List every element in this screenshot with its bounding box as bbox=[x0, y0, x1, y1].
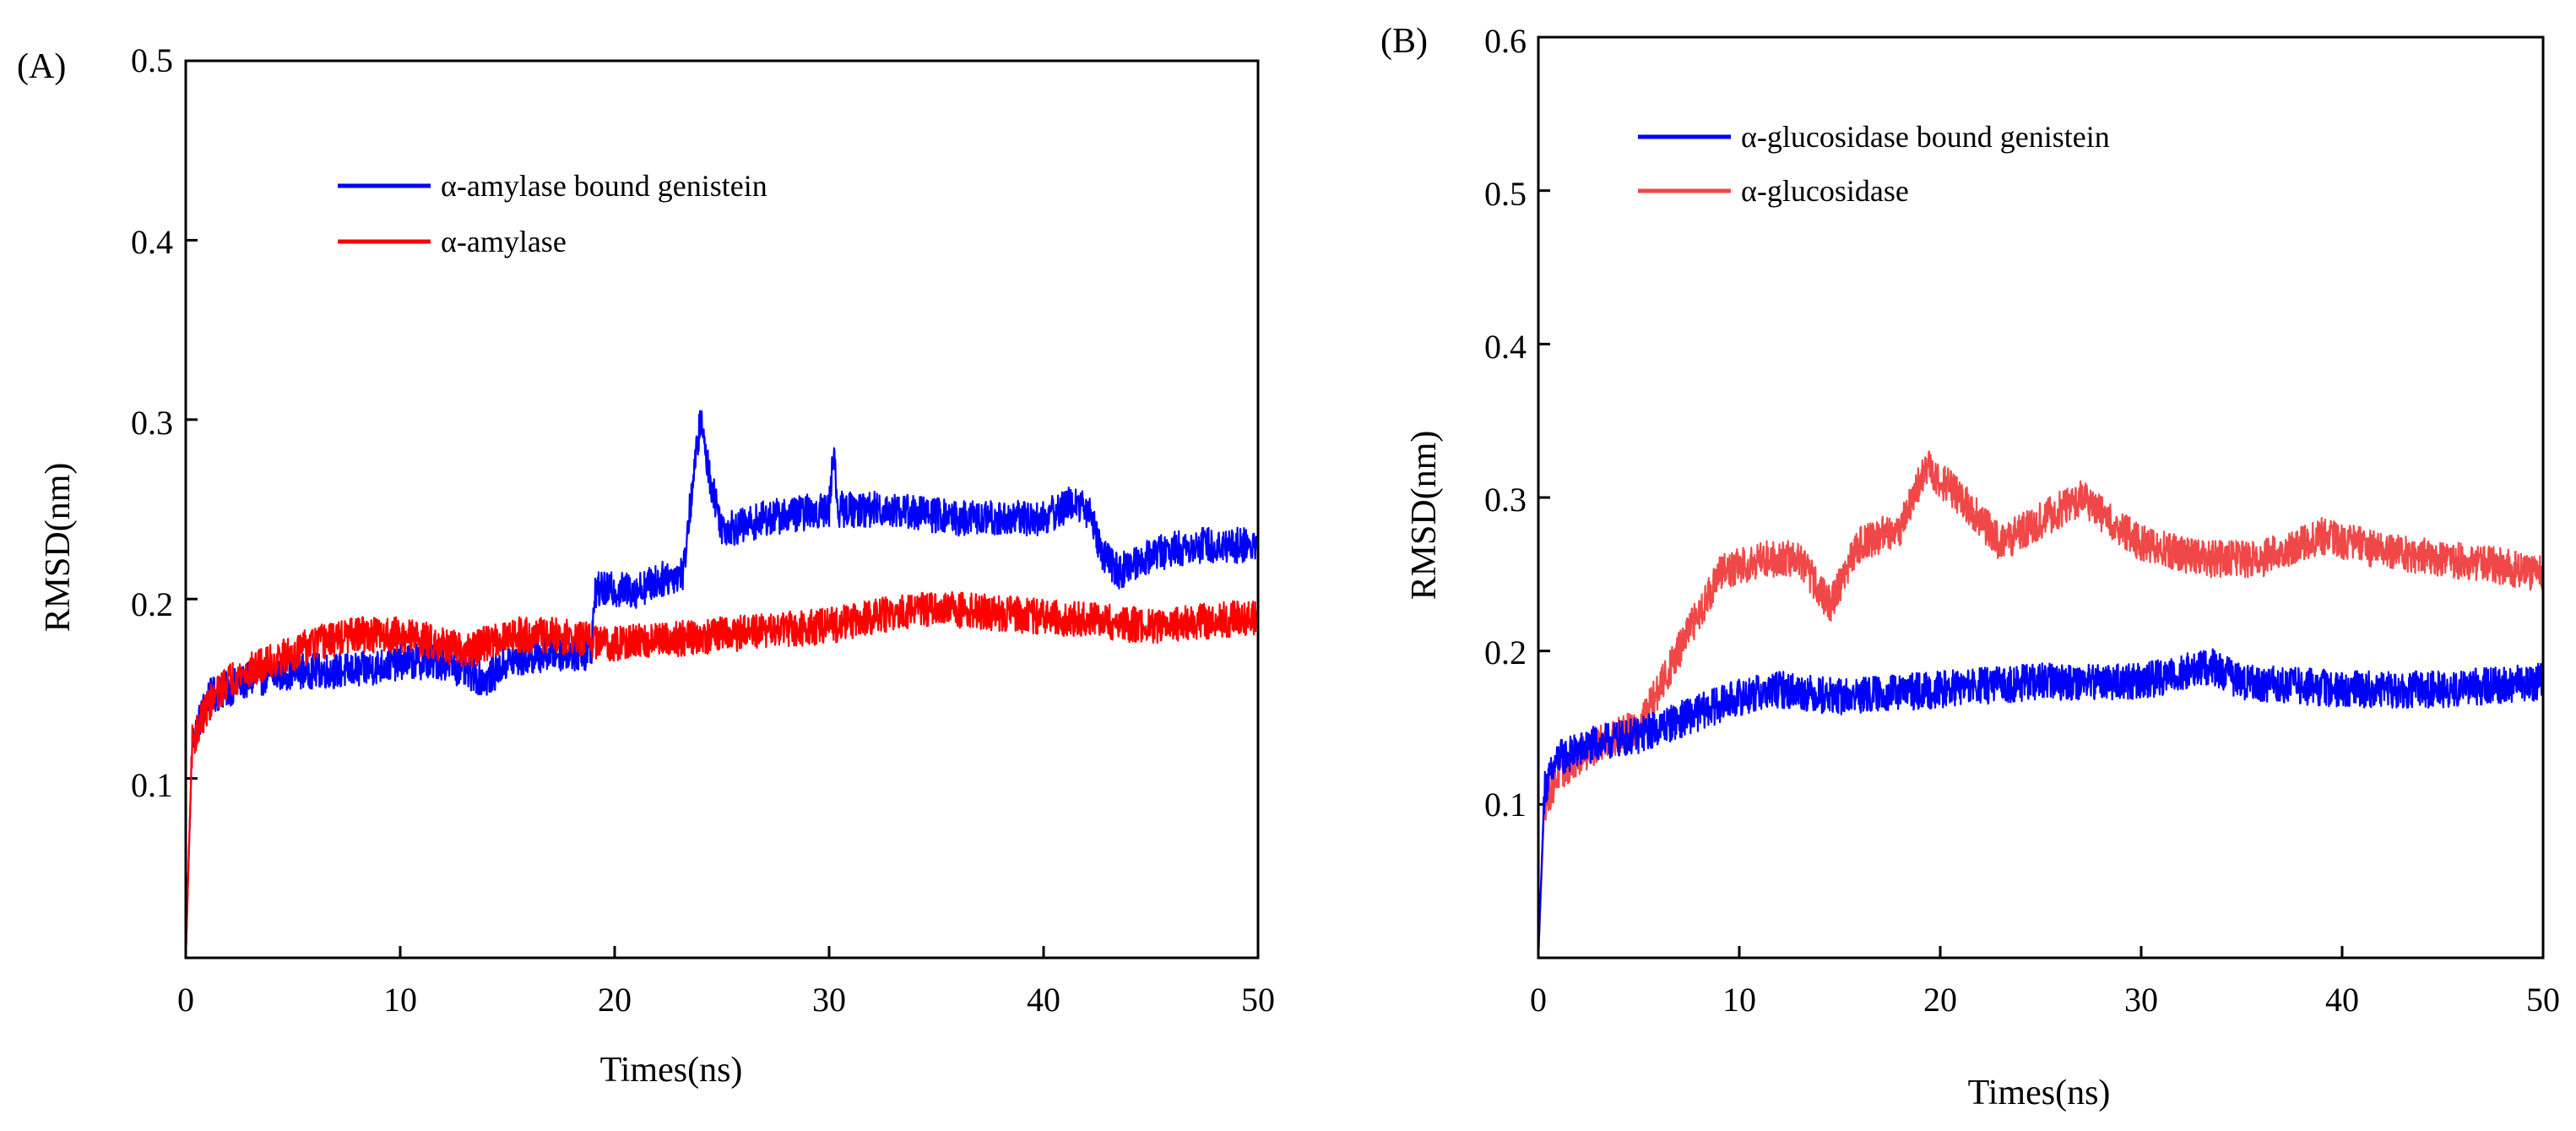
panel-b-series-line-bound-genistein bbox=[1537, 648, 2545, 959]
y-tick-label: 0.3 bbox=[1484, 481, 1527, 519]
panel-a-label: (A) bbox=[17, 47, 66, 86]
panel-a-series-line-apo-enzyme bbox=[184, 590, 1260, 959]
y-tick-label: 0.6 bbox=[1484, 22, 1527, 60]
x-tick-label: 0 bbox=[1530, 981, 1547, 1019]
panel-b-glucosidase: (B) RMSD(nm) Times(ns) 0 10 20 30 40 50 … bbox=[1380, 22, 2560, 1112]
x-tick-label: 10 bbox=[383, 981, 417, 1019]
legend-label-amylase: α-amylase bbox=[441, 225, 567, 258]
panel-b-label: (B) bbox=[1380, 22, 1428, 61]
y-tick-label: 0.2 bbox=[131, 585, 173, 623]
y-tick-label: 0.1 bbox=[131, 766, 173, 804]
panel-b-legend: α-glucosidase bound genistein α-glucosid… bbox=[1638, 120, 2110, 208]
x-tick-label: 50 bbox=[2526, 981, 2560, 1019]
y-tick-label: 0.5 bbox=[131, 41, 173, 79]
panel-b-x-axis-title: Times(ns) bbox=[1968, 1074, 2111, 1112]
legend-label-amylase-bound: α-amylase bound genistein bbox=[441, 169, 767, 203]
y-tick-label: 0.5 bbox=[1484, 175, 1527, 213]
x-tick-label: 20 bbox=[598, 981, 632, 1019]
y-tick-label: 0.1 bbox=[1484, 786, 1527, 824]
x-tick-label: 30 bbox=[2124, 981, 2158, 1019]
y-tick-label: 0.4 bbox=[131, 223, 173, 261]
y-tick-label: 0.3 bbox=[131, 404, 173, 442]
legend-label-glucosidase-bound: α-glucosidase bound genistein bbox=[1741, 120, 2110, 154]
y-tick-label: 0.4 bbox=[1484, 328, 1527, 366]
x-tick-label: 30 bbox=[812, 981, 846, 1019]
panel-a-y-axis-title: RMSD(nm) bbox=[39, 463, 78, 633]
x-tick-label: 0 bbox=[177, 981, 194, 1019]
panel-b-y-axis-title: RMSD(nm) bbox=[1405, 431, 1444, 601]
x-tick-label: 40 bbox=[2325, 981, 2359, 1019]
panel-a-legend: α-amylase bound genistein α-amylase bbox=[338, 169, 767, 258]
x-tick-label: 50 bbox=[1241, 981, 1275, 1019]
panel-a-frame bbox=[184, 59, 1260, 960]
panel-b-y-tick-labels: 0.1 0.2 0.3 0.4 0.5 0.6 bbox=[1484, 22, 1527, 824]
panel-a-series-line-bound-genistein bbox=[184, 410, 1260, 959]
panel-a-y-tick-labels: 0.1 0.2 0.3 0.4 0.5 bbox=[131, 41, 173, 804]
panel-a-x-tick-labels: 0 10 20 30 40 50 bbox=[177, 981, 1275, 1019]
y-tick-label: 0.2 bbox=[1484, 633, 1527, 672]
legend-label-glucosidase: α-glucosidase bbox=[1741, 174, 1909, 208]
panel-a-amylase: (A) RMSD(nm) Times(ns) 0 10 20 30 40 50 … bbox=[17, 41, 1275, 1090]
x-tick-label: 10 bbox=[1722, 981, 1756, 1019]
x-tick-label: 20 bbox=[1923, 981, 1957, 1019]
panel-b-plot-area bbox=[1537, 35, 2545, 959]
panel-b-frame bbox=[1537, 35, 2545, 960]
x-tick-label: 40 bbox=[1027, 981, 1060, 1019]
panel-b-x-tick-labels: 0 10 20 30 40 50 bbox=[1530, 981, 2560, 1019]
panel-b-series-line-apo-enzyme bbox=[1537, 450, 2545, 959]
panel-a-x-axis-title: Times(ns) bbox=[600, 1051, 743, 1090]
